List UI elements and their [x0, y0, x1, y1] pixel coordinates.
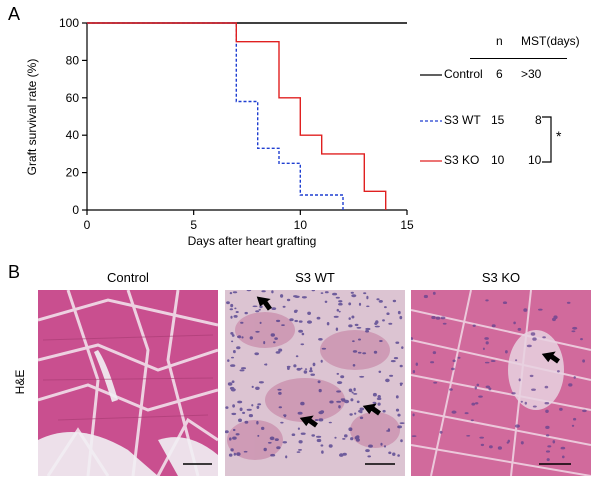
chart-axes: 0 20 40 60 80 100 0 5 10 15	[59, 16, 414, 232]
histology-title-s3ko: S3 KO	[481, 270, 521, 285]
y-tick-label: 20	[66, 166, 80, 180]
legend-label-control: Control	[444, 67, 483, 81]
y-tick-label: 100	[59, 16, 79, 30]
legend-label-s3ko: S3 KO	[444, 153, 480, 167]
panel-b-letter: B	[8, 262, 21, 282]
significance-star: *	[556, 128, 562, 144]
x-tick-label: 5	[190, 218, 197, 232]
legend-line-s3ko	[420, 160, 442, 162]
y-tick-label: 80	[66, 53, 80, 67]
survival-chart: 0 20 40 60 80 100 0 5 10 15	[59, 16, 414, 232]
n-s3wt: 15	[491, 113, 505, 127]
histology-title-control: Control	[107, 270, 149, 285]
legend-line-s3wt	[420, 120, 442, 122]
histology-image-s3wt	[225, 290, 405, 476]
legend-line-control	[420, 74, 442, 76]
x-tick-label: 0	[84, 218, 91, 232]
chart-series	[87, 22, 407, 210]
table-header-n: n	[496, 34, 503, 48]
y-tick-label: 40	[66, 128, 80, 142]
series-line-s3-wt	[87, 22, 344, 210]
histology-image-control	[38, 290, 218, 476]
histology-image-s3ko	[411, 290, 591, 476]
n-control: 6	[496, 67, 503, 81]
n-s3ko: 10	[491, 153, 505, 167]
table-header-mst: MST(days)	[521, 34, 580, 48]
stain-label: H&E	[13, 369, 27, 395]
y-tick-label: 60	[66, 91, 80, 105]
table-header-rule	[470, 58, 567, 59]
panel-a-letter: A	[8, 4, 21, 24]
mst-control: >30	[521, 67, 542, 81]
x-tick-label: 15	[400, 218, 414, 232]
x-axis-label: Days after heart grafting	[187, 234, 317, 248]
series-line-s3-ko	[87, 22, 387, 210]
legend-label-s3wt: S3 WT	[444, 113, 481, 127]
x-tick-label: 10	[294, 218, 308, 232]
y-axis-label: Graft survival rate (%)	[25, 58, 39, 176]
significance-bracket	[542, 116, 552, 163]
histology-title-s3wt: S3 WT	[295, 270, 335, 285]
mst-s3wt: 8	[535, 113, 542, 127]
mst-s3ko: 10	[528, 153, 542, 167]
y-tick-label: 0	[72, 203, 79, 217]
